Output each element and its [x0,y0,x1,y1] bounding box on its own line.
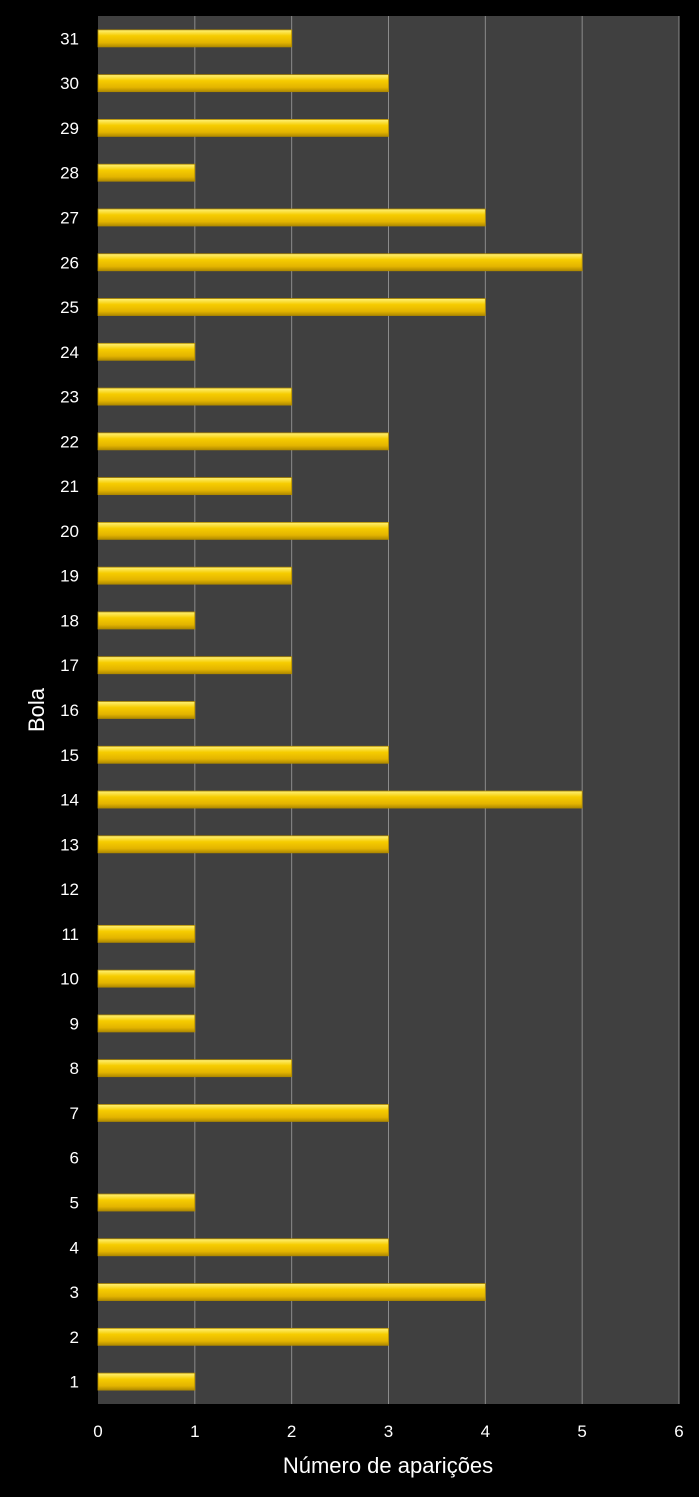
x-tick-label: 3 [384,1422,393,1441]
bar [97,298,486,316]
bar [97,477,293,496]
x-tick-label: 6 [674,1422,683,1441]
y-tick-label: 4 [70,1238,79,1257]
bar [97,566,293,585]
x-tick-label: 2 [287,1422,296,1441]
bar [97,790,583,809]
bar [97,208,486,227]
y-tick-label: 26 [60,253,79,272]
bar [97,342,196,361]
y-tick-label: 15 [60,746,79,765]
bar [97,522,389,540]
x-tick-label: 4 [481,1422,490,1441]
y-tick-label: 27 [60,208,79,227]
x-tick-label: 5 [577,1422,586,1441]
bar [97,253,583,272]
y-axis-tick-labels: 1234567891011121314151617181920212223242… [60,29,79,1391]
y-axis-title: Bola [24,687,49,732]
x-axis-tick-labels: 0 1 2 3 4 5 6 [93,1422,683,1441]
y-tick-label: 20 [60,522,79,541]
y-tick-label: 12 [60,880,79,899]
y-tick-label: 9 [70,1014,79,1033]
bar [97,119,389,137]
bar [97,835,389,854]
bar [97,924,196,943]
y-tick-label: 18 [60,611,79,630]
y-tick-label: 31 [60,29,79,48]
y-tick-label: 16 [60,701,79,720]
y-tick-label: 14 [60,791,79,810]
bar [97,29,293,48]
bar [97,656,293,675]
bar [97,969,196,988]
y-tick-label: 21 [60,477,79,496]
y-tick-label: 24 [60,343,79,362]
y-tick-label: 17 [60,656,79,675]
bar [97,1193,196,1212]
y-tick-label: 1 [70,1373,79,1392]
bar [97,74,389,93]
y-tick-label: 30 [60,74,79,93]
y-tick-label: 28 [60,164,79,183]
y-tick-label: 19 [60,567,79,586]
y-tick-label: 29 [60,119,79,138]
y-tick-label: 6 [70,1149,79,1168]
bar [97,1283,486,1301]
x-tick-label: 0 [93,1422,102,1441]
x-tick-label: 1 [190,1422,199,1441]
y-tick-label: 3 [70,1283,79,1302]
bar [97,1059,293,1078]
y-tick-label: 11 [61,925,79,944]
gridlines [194,16,680,1404]
bar [97,163,196,182]
bar [97,611,196,630]
bar [97,1014,196,1033]
bar [97,1238,389,1257]
bar [97,1372,196,1391]
x-axis-title: Número de aparições [283,1453,493,1478]
bar-series [97,29,583,1391]
y-tick-label: 13 [60,835,79,854]
bar [97,387,293,406]
bar [97,701,196,719]
bar [97,745,389,764]
y-tick-label: 2 [70,1328,79,1347]
y-tick-label: 5 [70,1194,79,1213]
bar [97,432,389,451]
bar [97,1327,389,1346]
y-tick-label: 7 [70,1104,79,1123]
y-tick-label: 10 [60,970,79,989]
bar [97,1104,389,1122]
y-tick-label: 22 [60,432,79,451]
y-tick-label: 8 [70,1059,79,1078]
y-tick-label: 25 [60,298,79,317]
y-tick-label: 23 [60,388,79,407]
